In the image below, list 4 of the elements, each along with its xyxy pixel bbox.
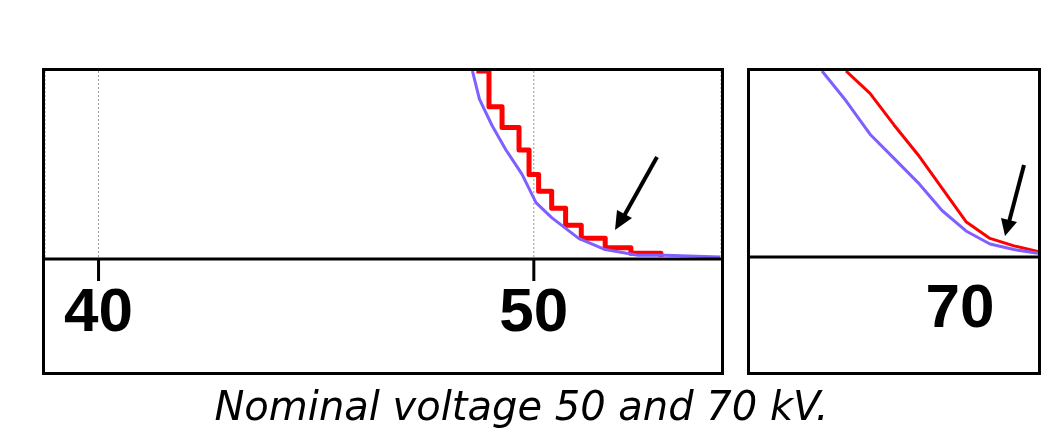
x-tick-label: 50	[499, 275, 569, 344]
x-tick-label: 40	[64, 275, 134, 344]
text: Nominal voltage 50 and 70 kV.	[213, 383, 830, 429]
text: 70	[924, 271, 996, 341]
